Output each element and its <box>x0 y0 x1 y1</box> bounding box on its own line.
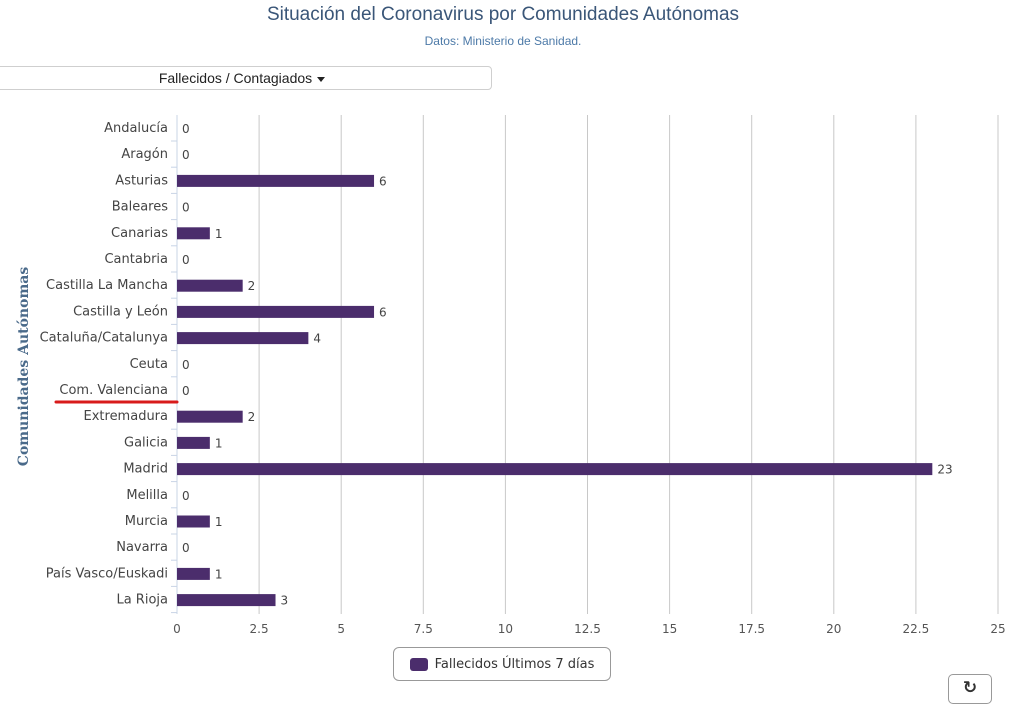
bar-chart: 0 2.5 5 7.5 10 12.5 15 17.5 20 22.5 25Comunidades … <box>16 115 1006 636</box>
data-label: 3 <box>281 594 289 608</box>
bar[interactable] <box>177 227 210 240</box>
legend-item[interactable]: Fallecidos Últimos 7 días <box>393 647 611 681</box>
bars <box>177 174 933 607</box>
bar[interactable] <box>177 279 243 292</box>
x-tick-label: 0 <box>173 622 181 636</box>
x-tick-label: 22.5 <box>903 622 930 636</box>
bar[interactable] <box>177 436 210 449</box>
legend-label: Fallecidos Últimos 7 días <box>434 656 595 672</box>
bar[interactable] <box>177 305 375 318</box>
legend-swatch <box>409 657 428 671</box>
data-label: 2 <box>248 279 256 293</box>
data-label: 1 <box>215 436 223 450</box>
data-label: 0 <box>182 253 190 267</box>
category-label: Ceuta <box>130 357 168 372</box>
grid-lines <box>258 115 999 614</box>
category-label: Madrid <box>123 462 168 477</box>
category-label: Canarias <box>111 226 168 241</box>
data-label: 4 <box>313 332 321 346</box>
caret-down-icon <box>317 76 326 82</box>
category-label: Andalucía <box>104 121 168 136</box>
category-label: Cantabria <box>104 252 168 267</box>
category-label: La Rioja <box>116 593 168 608</box>
category-label: Cataluña/Catalunya <box>40 331 168 346</box>
y-axis-title: Comunidades Autónomas <box>16 267 32 467</box>
x-tick-label: 10 <box>498 622 513 636</box>
data-label: 2 <box>248 410 256 424</box>
data-label: 6 <box>379 305 387 319</box>
x-tick-label: 5 <box>337 622 345 636</box>
bar[interactable] <box>177 332 309 345</box>
category-label: Extremadura <box>84 409 169 424</box>
category-label: Aragón <box>121 147 168 162</box>
category-label: Baleares <box>112 200 169 215</box>
category-label: Asturias <box>115 173 168 188</box>
x-tick-label: 2.5 <box>250 622 269 636</box>
data-label: 1 <box>215 515 223 529</box>
category-label: Galicia <box>124 435 168 450</box>
x-tick-label: 7.5 <box>414 622 433 636</box>
data-label: 0 <box>182 148 190 162</box>
bar[interactable] <box>177 515 210 528</box>
metric-selector-dropdown[interactable]: Fallecidos / Contagiados <box>0 66 492 90</box>
data-label: 0 <box>182 358 190 372</box>
x-tick-label: 12.5 <box>574 622 601 636</box>
x-tick-label: 20 <box>826 622 841 636</box>
category-label: Castilla La Mancha <box>46 278 168 293</box>
data-label: 1 <box>215 567 223 581</box>
bar[interactable] <box>177 594 276 607</box>
labels: 0 2.5 5 7.5 10 12.5 15 17.5 20 22.5 25Comunidades … <box>16 121 1006 636</box>
chart-title: Situación del Coronavirus por Comunidade… <box>266 4 740 25</box>
data-label: 23 <box>937 463 952 477</box>
data-label: 0 <box>182 489 190 503</box>
category-label: Castilla y León <box>73 304 168 319</box>
bar[interactable] <box>177 567 210 580</box>
category-label: Murcia <box>125 514 168 529</box>
x-tick-label: 17.5 <box>738 622 765 636</box>
bar[interactable] <box>177 410 243 423</box>
data-label: 0 <box>182 541 190 555</box>
category-label: Navarra <box>116 540 168 555</box>
bar[interactable] <box>177 463 933 476</box>
x-tick-label: 15 <box>662 622 677 636</box>
data-label: 0 <box>182 384 190 398</box>
x-tick-label: 25 <box>990 622 1005 636</box>
bar[interactable] <box>177 174 375 187</box>
metric-selector-label: Fallecidos / Contagiados <box>158 70 313 86</box>
category-label: Melilla <box>126 488 168 503</box>
category-label: Com. Valenciana <box>59 383 168 398</box>
data-label: 0 <box>182 122 190 136</box>
data-label: 6 <box>379 174 387 188</box>
refresh-button[interactable]: ↻ <box>948 674 992 704</box>
axes <box>171 115 178 614</box>
data-label: 0 <box>182 201 190 215</box>
category-label: País Vasco/Euskadi <box>46 566 168 581</box>
refresh-icon: ↻ <box>962 678 978 698</box>
data-label: 1 <box>215 227 223 241</box>
chart-subtitle: Datos: Ministerio de Sanidad. <box>424 34 582 48</box>
